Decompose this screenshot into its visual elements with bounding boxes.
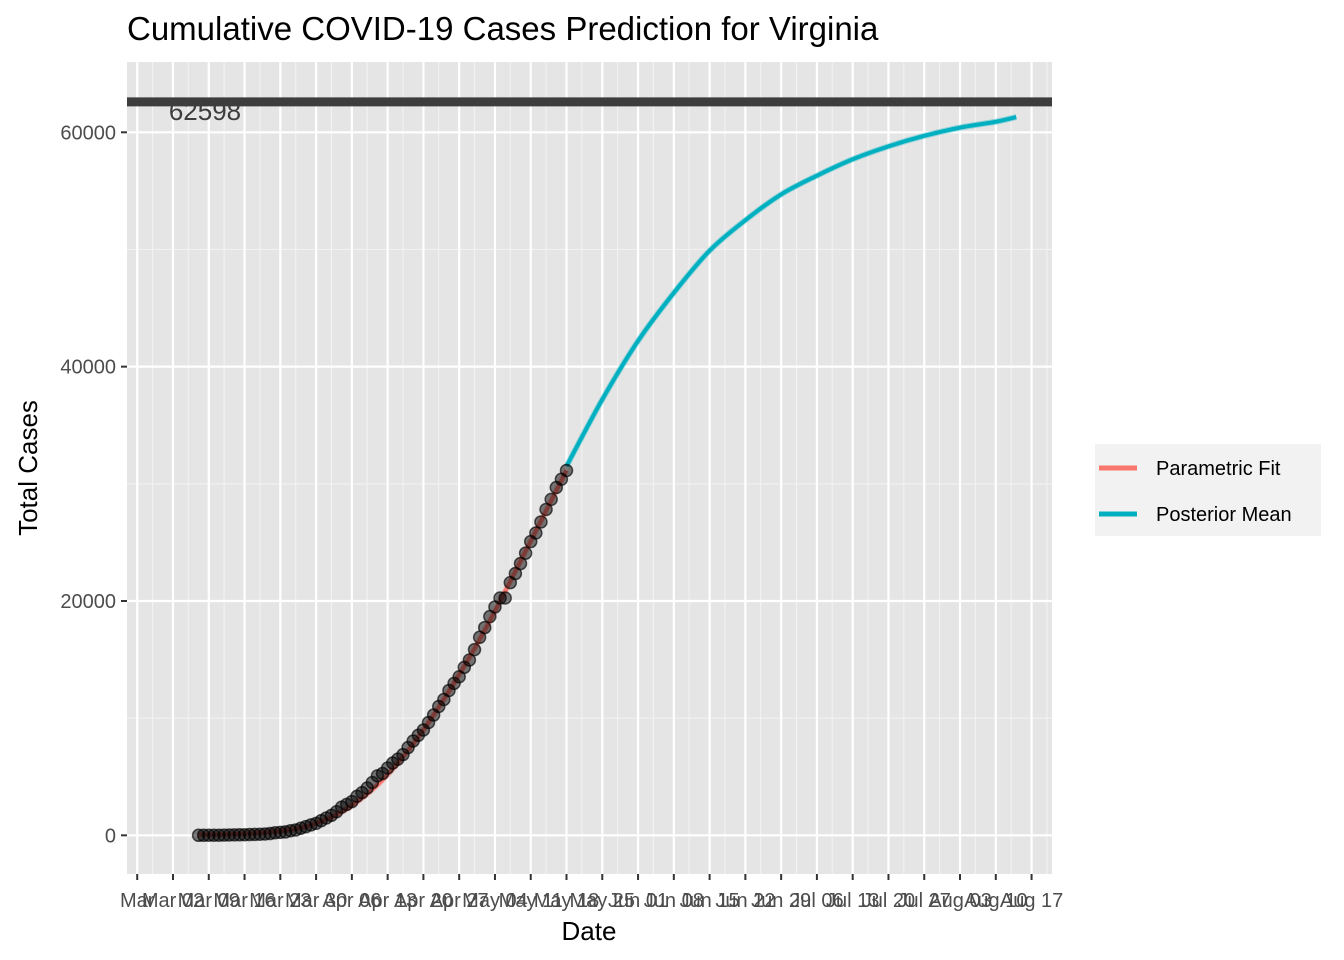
x-tick-label: Jun 22: [715, 890, 775, 912]
x-tick-label: May 04: [462, 890, 528, 912]
x-tick-label: May 11: [499, 890, 563, 912]
y-tick-label: 0: [105, 825, 116, 847]
x-tick-label: May 18: [534, 890, 600, 912]
x-tick-label: Mar 23: [249, 890, 311, 912]
observed-points: [191, 463, 574, 843]
plot-panel: [127, 62, 1052, 874]
x-tick-label: Aug 17: [1000, 890, 1063, 912]
data-point: [477, 620, 492, 635]
x-tick-label: Apr 20: [394, 890, 453, 912]
x-tick-label: Jun 01: [608, 890, 668, 912]
y-axis: 0 20000 40000 60000: [60, 122, 127, 847]
x-tick-label: Jul 13: [826, 890, 879, 912]
x-tick-label: Mar 16: [213, 890, 275, 912]
grid-minor: [127, 62, 1052, 874]
x-tick-label: Aug 03: [928, 890, 991, 912]
legend-label: Posterior Mean: [1156, 504, 1292, 526]
x-tick-label: Mar 09: [178, 890, 240, 912]
reference-hline-label: 62598: [169, 96, 241, 126]
x-tick-label: May 25: [569, 890, 635, 912]
y-axis-title: Total Cases: [13, 400, 43, 536]
data-point: [544, 492, 558, 507]
x-tick-label: Mar 02: [142, 890, 204, 912]
series-line-posterior-mean: [564, 115, 1017, 468]
x-tick-label: Apr 06: [322, 890, 381, 912]
x-tick-label: Apr 13: [358, 890, 417, 912]
data-point: [534, 515, 548, 529]
y-tick-label: 20000: [60, 591, 116, 613]
x-tick-label: Jun 29: [751, 890, 811, 912]
legend: Parametric Fit Posterior Mean: [1095, 444, 1321, 536]
x-axis-title: Date: [562, 916, 617, 946]
data-point: [498, 591, 512, 605]
x-tick-label: Aug 10: [964, 890, 1027, 912]
data-point: [559, 463, 574, 478]
x-tick-label: Mar 30: [285, 890, 347, 912]
data-point: [529, 526, 543, 540]
data-point: [518, 546, 533, 560]
chart-title: Cumulative COVID-19 Cases Prediction for…: [127, 10, 879, 47]
x-tick-label: Jul 06: [790, 890, 843, 912]
x-tick-label: Jun 08: [644, 890, 704, 912]
y-tick-label: 60000: [60, 122, 116, 144]
x-tick-label: Apr 27: [430, 890, 489, 912]
x-tick-label: Jun 15: [680, 890, 740, 912]
data-point: [467, 642, 482, 657]
grid-major: [127, 62, 1052, 874]
x-tick-label: Mar: [120, 890, 155, 912]
legend-label: Parametric Fit: [1156, 458, 1281, 480]
y-tick-label: 40000: [60, 357, 116, 379]
x-tick-label: Jul 27: [898, 890, 951, 912]
x-tick-label: Jul 20: [862, 890, 915, 912]
